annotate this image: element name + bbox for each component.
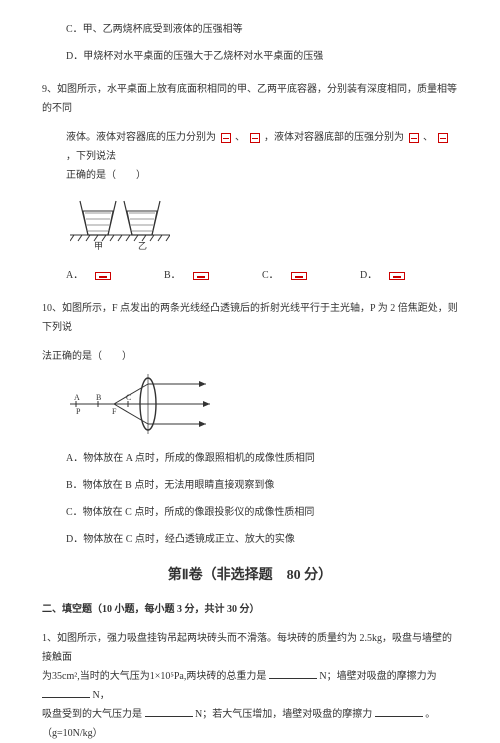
q9-stem: 9、如图所示，水平桌面上放有底面积相同的甲、乙两平底容器，分别装有深度相同，质量… <box>42 80 458 118</box>
svg-text:甲: 甲 <box>94 241 103 251</box>
fq1-line2: 为35cm²,当时的大气压为1×10⁵Pa,两块砖的总重力是 N；墙壁对吸盘的摩… <box>42 667 458 705</box>
svg-text:P: P <box>76 407 81 416</box>
q10-stem-line1: 10、如图所示，F 点发出的两条光线经凸透镜后的折射光线平行于主光轴，P 为 2… <box>42 299 458 337</box>
q9-stem-c: 、 <box>235 132 245 143</box>
q10-choice-a: A．物体放在 A 点时，所成的像跟照相机的成像性质相同 <box>42 449 458 468</box>
opt-label: D． <box>360 266 377 285</box>
fq1-line3: 吸盘受到的大气压力是 N；若大气压增加，墙壁对吸盘的摩擦力 。（g=10N/kg… <box>42 705 458 743</box>
fq1-e: 吸盘受到的大气压力是 <box>42 709 142 720</box>
q9-stem-f: ，下列说法 <box>66 151 116 162</box>
q10-choice-d: D．物体放在 C 点时，经凸透镜成正立、放大的实像 <box>42 530 458 549</box>
formula-icon <box>389 272 405 280</box>
q9-stem-e: 、 <box>423 132 433 143</box>
opt-label: A． <box>66 266 83 285</box>
blank-input[interactable] <box>42 687 90 698</box>
fq1-c: N；墙壁对吸盘的摩擦力为 <box>319 671 436 682</box>
fq1-d: N， <box>93 690 110 701</box>
formula-icon <box>193 272 209 280</box>
q10: 10、如图所示，F 点发出的两条光线经凸透镜后的折射光线平行于主光轴，P 为 2… <box>42 299 458 549</box>
formula-icon <box>95 272 111 280</box>
q9-stem-d: ，液体对容器底部的压强分别为 <box>264 132 404 143</box>
svg-text:乙: 乙 <box>138 241 147 251</box>
svg-text:C: C <box>126 393 131 402</box>
formula-icon <box>438 133 448 143</box>
blank-input[interactable] <box>269 668 317 679</box>
blank-input[interactable] <box>145 706 193 717</box>
q9-stem-a: 9、如图所示，水平桌面上放有底面积相同的甲、乙两平底容器，分别装有深度相同，质量… <box>42 84 457 114</box>
fq1-line1: 1、如图所示，强力吸盘挂钩吊起两块砖头而不滑落。每块砖的质量约为 2.5kg，吸… <box>42 629 458 667</box>
q9-figure: 甲 乙 <box>70 193 458 258</box>
svg-text:A: A <box>74 393 80 402</box>
formula-icon <box>221 133 231 143</box>
q8-choice-d: D．甲烧杯对水平桌面的压强大于乙烧杯对水平桌面的压强 <box>42 47 458 66</box>
q8-choices: C．甲、乙两烧杯底受到液体的压强相等 D．甲烧杯对水平桌面的压强大于乙烧杯对水平… <box>42 20 458 66</box>
svg-text:B: B <box>96 393 101 402</box>
fq1-f: N；若大气压增加，墙壁对吸盘的摩擦力 <box>195 709 372 720</box>
opt-label: B． <box>164 266 181 285</box>
fq1: 1、如图所示，强力吸盘挂钩吊起两块砖头而不滑落。每块砖的质量约为 2.5kg，吸… <box>42 629 458 743</box>
fill-blank-heading: 二、填空题（10 小题，每小题 3 分，共计 30 分） <box>42 600 458 619</box>
formula-icon <box>250 133 260 143</box>
q9-options: A． B． C． D． <box>42 266 458 285</box>
q9-stem-line3: 正确的是（ ） <box>42 166 458 185</box>
q10-choice-c: C．物体放在 C 点时，所成的像跟投影仪的成像性质相同 <box>42 503 458 522</box>
formula-icon <box>291 272 307 280</box>
q10-stem-line2: 法正确的是（ ） <box>42 347 458 366</box>
q8-choice-c: C．甲、乙两烧杯底受到液体的压强相等 <box>42 20 458 39</box>
opt-label: C． <box>262 266 279 285</box>
blank-input[interactable] <box>375 706 423 717</box>
q9-opt-c: C． <box>262 266 360 285</box>
q9-opt-d: D． <box>360 266 458 285</box>
formula-icon <box>409 133 419 143</box>
q9-opt-a: A． <box>66 266 164 285</box>
section-2-title: 第Ⅱ卷（非选择题 80 分） <box>42 563 458 590</box>
q9-stem-line2: 液体。液体对容器底的压力分别为 、 ，液体对容器底部的压强分别为 、 ，下列说法 <box>42 128 458 166</box>
q9-stem-b: 液体。液体对容器底的压力分别为 <box>66 132 216 143</box>
q9: 9、如图所示，水平桌面上放有底面积相同的甲、乙两平底容器，分别装有深度相同，质量… <box>42 80 458 285</box>
q10-choice-b: B．物体放在 B 点时，无法用眼睛直接观察到像 <box>42 476 458 495</box>
q10-figure: A B P F C <box>70 374 458 441</box>
fq1-b: 为35cm²,当时的大气压为1×10⁵Pa,两块砖的总重力是 <box>42 671 266 682</box>
svg-text:F: F <box>112 407 117 416</box>
q9-opt-b: B． <box>164 266 262 285</box>
